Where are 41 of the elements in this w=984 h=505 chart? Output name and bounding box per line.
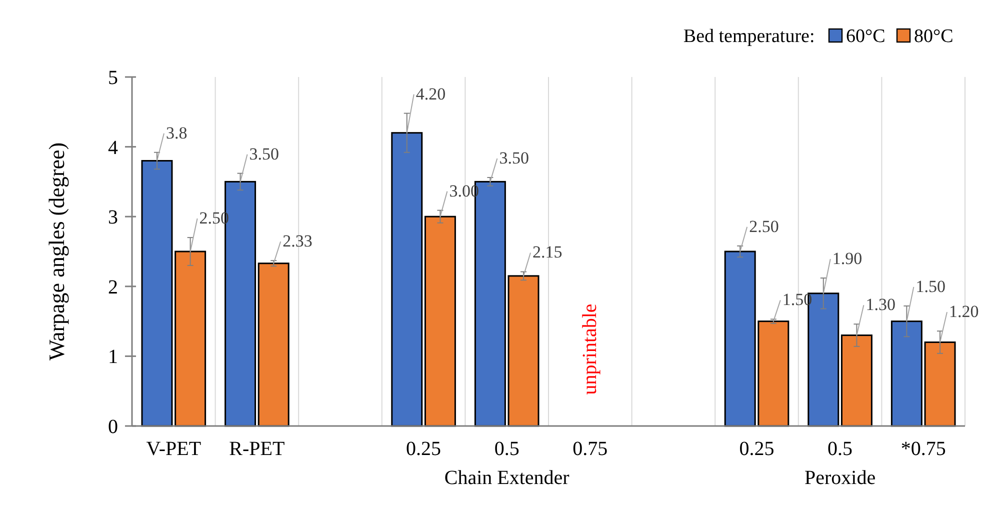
y-tick-label: 2 (108, 276, 118, 298)
bar (890, 320, 922, 427)
legend-label: 60°C (846, 26, 886, 47)
text: Chain Extender (444, 467, 570, 489)
annotation: unprintable (579, 304, 602, 395)
data-label: 3.50 (499, 148, 529, 168)
bar (258, 262, 290, 427)
x-tick-label: 0.25 (406, 438, 442, 460)
data-label: 2.50 (749, 216, 779, 236)
x-tick-label: R-PET (229, 438, 285, 460)
bar (924, 341, 956, 427)
bar (174, 250, 206, 427)
data-label: 2.33 (282, 232, 312, 251)
x-tick-label: 0.25 (739, 438, 774, 460)
data-label: 1.50 (916, 276, 946, 296)
bar (840, 334, 872, 427)
data-label: 1.20 (949, 302, 979, 322)
data-label: 1.30 (866, 295, 896, 314)
x-tick-label: 0.5 (828, 438, 853, 460)
x-tick-label: 0.5 (494, 438, 520, 460)
y-tick-label: 4 (108, 136, 118, 159)
x-tick-label: 0.75 (572, 438, 608, 460)
y-tick-label: 1 (108, 346, 118, 368)
data-label: 2.15 (532, 242, 562, 262)
y-tick-label: 3 (108, 206, 118, 229)
x-tick-label: *0.75 (900, 438, 946, 460)
data-label: 4.20 (416, 84, 446, 104)
y-tick-label: 5 (108, 67, 118, 89)
y-tick-label: 0 (108, 416, 118, 438)
y-axis-title: Warpage angles (degree) (44, 142, 69, 361)
text: Peroxide (804, 467, 876, 489)
bar (508, 275, 540, 427)
data-label: 1.90 (832, 249, 862, 268)
data-label: 3.50 (249, 144, 280, 164)
bar (424, 216, 456, 427)
x-tick-label: V-PET (146, 438, 202, 460)
legend-title: Bed temperature: (683, 26, 815, 47)
bar (141, 160, 173, 427)
legend-label: 80°C (914, 26, 954, 47)
data-label: 3.8 (166, 123, 188, 142)
bar (391, 132, 423, 427)
